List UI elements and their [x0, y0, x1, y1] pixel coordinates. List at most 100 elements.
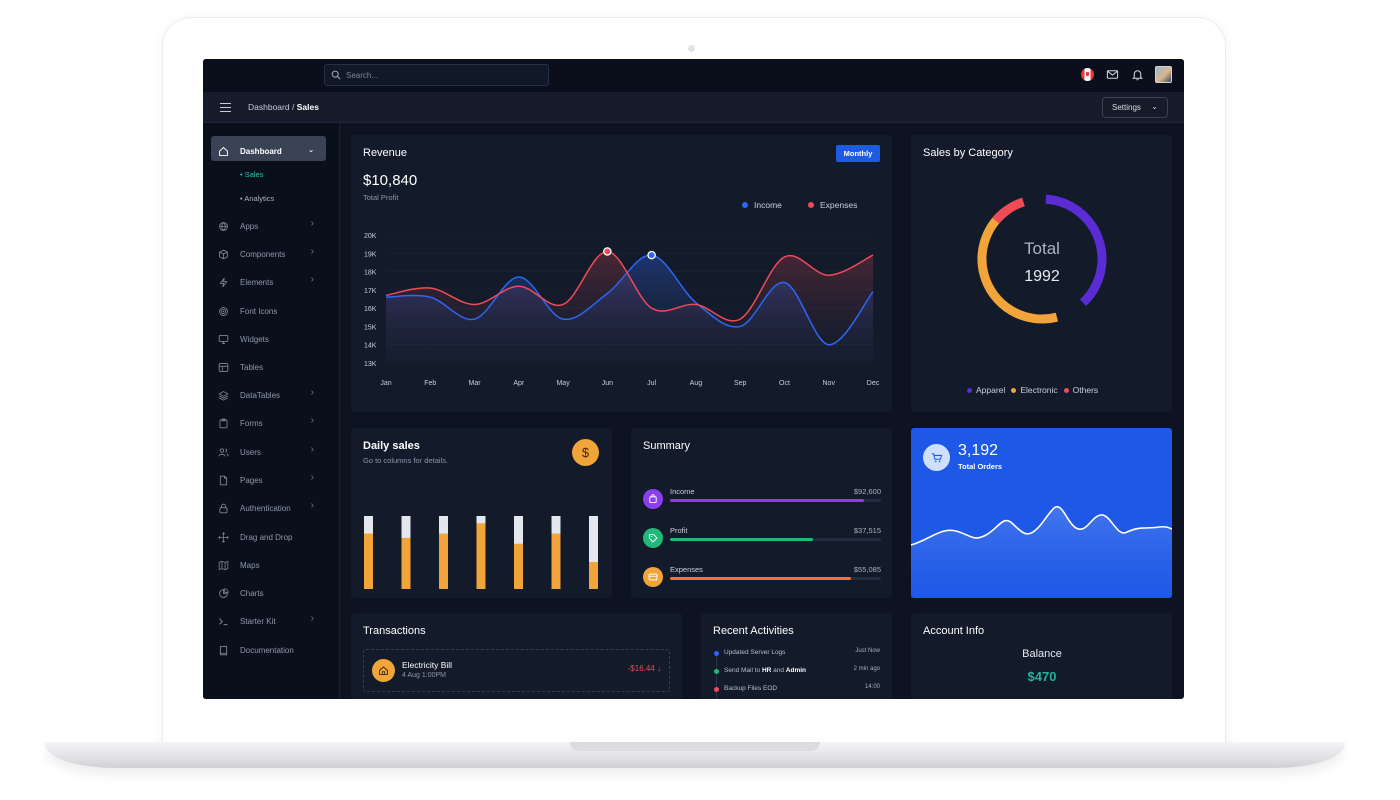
settings-dropdown[interactable]: Settings ⌄ — [1102, 97, 1168, 118]
sidebar-item-dashboard[interactable]: Dashboard ⌄ — [217, 143, 327, 159]
highlight-point[interactable] — [647, 250, 656, 260]
summary-card: Summary Income $92,600 Profit $37,515 Expens… — [631, 428, 892, 598]
terminal-icon — [217, 615, 230, 628]
daily-bar[interactable] — [364, 533, 373, 589]
sidebar-item-authentication[interactable]: Authentication › — [217, 500, 327, 516]
legend-apparel-dot — [967, 387, 972, 393]
sidebar-item-starter-kit[interactable]: Starter Kit › — [217, 613, 327, 629]
avatar[interactable] — [1155, 66, 1172, 83]
orders-label: Total Orders — [958, 462, 1003, 471]
cube-icon — [217, 248, 230, 261]
transactions-title: Transactions — [363, 625, 426, 637]
highlight-point[interactable] — [603, 247, 612, 256]
sidebar-active-highlight — [211, 136, 326, 161]
daily-bar[interactable] — [514, 543, 523, 589]
revenue-card: Revenue Monthly $10,840 Total Profit Inc… — [351, 135, 892, 412]
lock-icon — [217, 502, 230, 515]
sidebar-item-forms[interactable]: Forms › — [217, 415, 327, 431]
chevron-right-icon: › — [310, 274, 314, 285]
donut-segment-others[interactable] — [958, 175, 1127, 344]
daily-bar[interactable] — [551, 533, 561, 589]
sidebar-item-drag-and-drop[interactable]: Drag and Drop — [217, 529, 327, 545]
timeline-dot — [714, 651, 719, 656]
x-tick-label: Aug — [690, 380, 703, 387]
chevron-right-icon: › — [310, 444, 314, 455]
sidebar-item-label: DataTables — [240, 390, 281, 400]
y-tick-label: 19K — [364, 251, 377, 258]
chevron-down-icon: ⌄ — [1151, 102, 1158, 111]
breadcrumb-current: Sales — [296, 102, 319, 112]
account-info-title: Account Info — [923, 625, 985, 637]
total-orders-card: 3,192 Total Orders — [911, 428, 1172, 598]
sidebar-subitem-analytics[interactable]: • Analytics — [240, 194, 275, 203]
breadcrumb-root[interactable]: Dashboard — [248, 102, 290, 112]
monthly-button[interactable]: Monthly — [836, 145, 880, 162]
sidebar-item-users[interactable]: Users › — [217, 444, 327, 460]
donut-segment-apparel[interactable] — [977, 194, 1107, 324]
sub-header: Dashboard / Sales Settings ⌄ — [203, 92, 1184, 123]
activity-text: Backup Files EOD — [724, 685, 777, 692]
x-tick-label: Jul — [647, 380, 656, 387]
transaction-amount: -$16.44 ↓ — [628, 664, 661, 673]
book-icon — [217, 644, 230, 657]
file-icon — [217, 474, 230, 487]
sidebar-item-datatables[interactable]: DataTables › — [217, 387, 327, 403]
sidebar-item-apps[interactable]: Apps › — [217, 218, 327, 234]
sidebar-item-charts[interactable]: Charts — [217, 585, 327, 601]
language-flag-icon[interactable] — [1080, 68, 1094, 82]
chevron-down-icon: ⌄ — [308, 147, 314, 154]
legend-expenses[interactable]: Expenses — [808, 200, 857, 210]
sidebar-item-components[interactable]: Components › — [217, 246, 327, 262]
orders-wave-chart — [911, 505, 1172, 598]
transaction-item[interactable]: Electricity Bill 4 Aug 1:00PM -$16.44 ↓ — [363, 649, 670, 692]
sidebar-item-label: Documentation — [240, 645, 294, 655]
summary-row-income: Income $92,600 — [643, 487, 881, 509]
arrow-down-icon: ↓ — [657, 664, 661, 673]
timeline-line — [716, 653, 717, 699]
x-tick-label: Dec — [867, 380, 880, 387]
donut-segment-electronic[interactable] — [969, 186, 1115, 332]
users-icon — [217, 446, 230, 459]
legend-others-dot — [1063, 387, 1069, 393]
balance-value: $470 — [1027, 669, 1057, 684]
summary-value: $92,600 — [853, 487, 881, 496]
balance-label: Balance — [1022, 648, 1062, 660]
chevron-right-icon: › — [310, 218, 314, 229]
sidebar-subitem-sales[interactable]: • Sales — [240, 170, 264, 179]
legend-expenses-label: Expenses — [820, 200, 858, 210]
daily-bar[interactable] — [476, 523, 486, 589]
legend-income[interactable]: Income — [742, 200, 782, 210]
sidebar-item-widgets[interactable]: Widgets — [217, 331, 327, 347]
bell-icon[interactable] — [1130, 68, 1144, 82]
daily-bar[interactable] — [589, 561, 598, 589]
clipboard-icon — [217, 417, 230, 430]
sidebar-item-label: Starter Kit — [240, 616, 276, 626]
move-icon — [217, 531, 230, 544]
search-box[interactable] — [324, 64, 549, 86]
activity-text-part: Updated Server Logs — [724, 649, 786, 656]
daily-bar[interactable] — [439, 533, 448, 589]
sidebar-item-label: Maps — [240, 560, 260, 570]
search-input[interactable] — [346, 70, 536, 80]
target-icon — [217, 305, 230, 318]
sidebar-item-font-icons[interactable]: Font Icons — [217, 303, 327, 319]
activity-text-mid: and — [771, 667, 786, 674]
table-icon — [217, 361, 230, 374]
mail-icon[interactable] — [1105, 68, 1119, 82]
sidebar-item-tables[interactable]: Tables — [217, 359, 327, 375]
y-tick-label: 13K — [364, 361, 377, 368]
chevron-right-icon: › — [310, 387, 314, 398]
summary-progress-bar — [670, 499, 865, 502]
legend-income-dot — [742, 202, 748, 208]
daily-sales-title: Daily sales — [363, 440, 420, 452]
account-info-card: Account Info Balance $470 — [911, 613, 1172, 699]
sidebar-item-maps[interactable]: Maps — [217, 557, 327, 573]
timeline-dot — [714, 687, 719, 692]
sidebar-item-label: Users — [240, 447, 261, 457]
sidebar-item-pages[interactable]: Pages › — [217, 472, 327, 488]
sidebar-item-documentation[interactable]: Documentation — [217, 642, 327, 658]
menu-toggle-icon[interactable] — [220, 103, 231, 112]
legend-apparel-label: Apparel — [976, 385, 1006, 395]
sidebar-item-elements[interactable]: Elements › — [217, 274, 327, 290]
daily-bar[interactable] — [401, 537, 411, 589]
